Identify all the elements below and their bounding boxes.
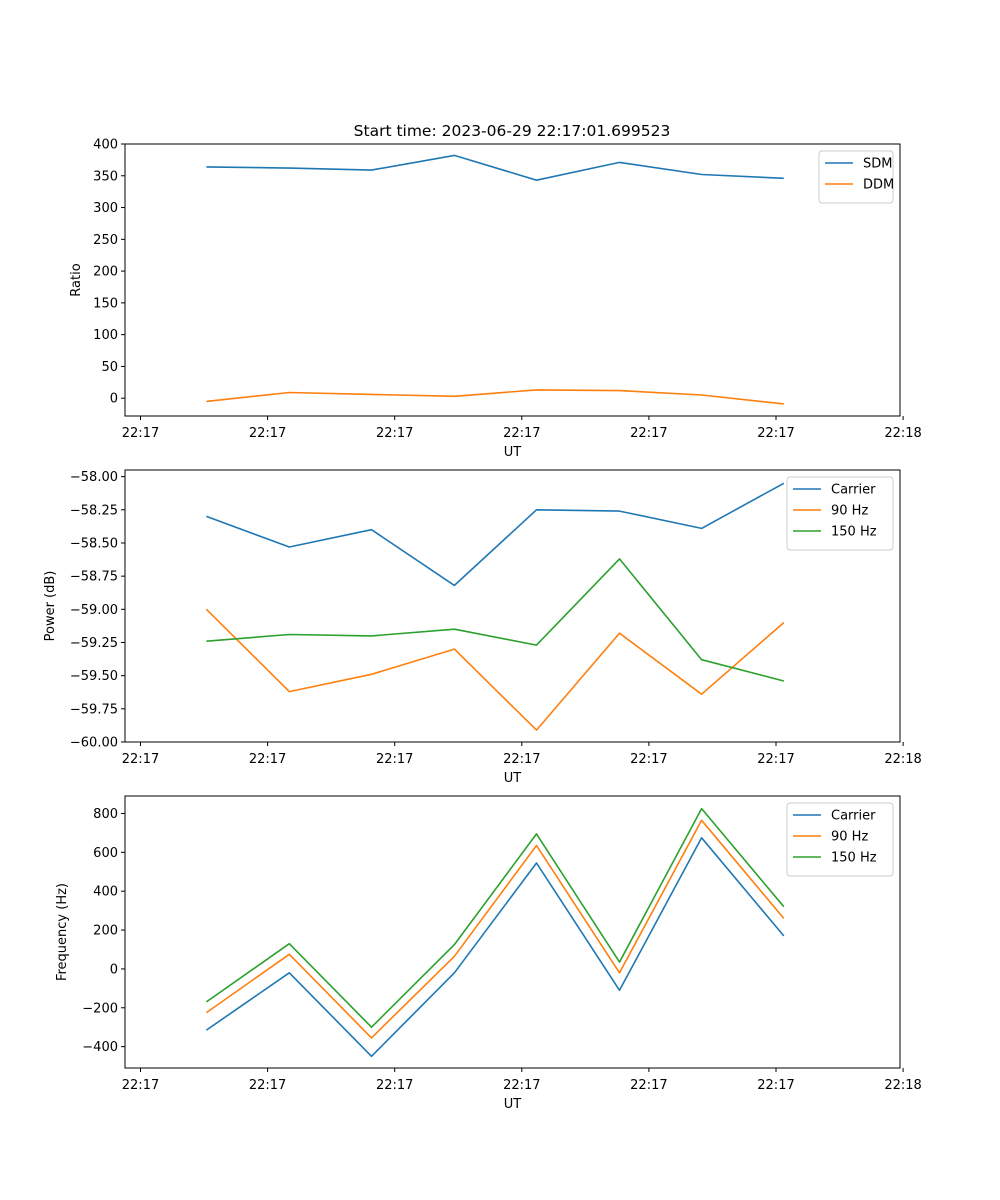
legend: Carrier 90 Hz 150 Hz: [786, 476, 894, 551]
y-tick-label: −59.75: [70, 702, 118, 717]
x-tick-label: 22:17: [376, 752, 413, 767]
x-tick-label: 22:17: [503, 1078, 540, 1093]
legend-entry: Carrier: [831, 483, 876, 498]
y-tick-label: −59.50: [70, 669, 118, 684]
x-tick-label: 22:17: [757, 426, 794, 441]
panels: 0 50 100 150 200 250 300 350 400 22:17 22:17 22:17 2…: [43, 138, 922, 1113]
panel-3: −400 −200 0 200 400 600 800 22:17 22:17 22:17 22:1…: [55, 795, 922, 1112]
panel-1: 0 50 100 150 200 250 300 350 400 22:17 22:17 22:17 2…: [69, 138, 922, 461]
x-tick-label: 22:17: [122, 1078, 159, 1093]
y-tick-label: 200: [93, 265, 118, 280]
x-tick-label: 22:17: [757, 1078, 794, 1093]
axes-frame: [124, 143, 901, 417]
legend-entry: 90 Hz: [831, 504, 868, 519]
legend-entry: 150 Hz: [831, 525, 877, 540]
y-tick-label: 400: [93, 138, 118, 153]
series-line-150-hz: [206, 558, 785, 682]
y-tick-label: −400: [82, 1040, 118, 1055]
y-tick-label: 100: [93, 328, 118, 343]
x-tick-label: 22:17: [249, 426, 286, 441]
y-tick-label: 600: [93, 846, 118, 861]
y-tick-label: −58.00: [70, 470, 118, 485]
panel-2: −60.00 −59.75 −59.50 −59.25 −59.00 −58.75 −58.…: [43, 469, 922, 786]
y-tick-label: 300: [93, 201, 118, 216]
x-tick-label: 22:17: [503, 426, 540, 441]
y-tick-label: 200: [93, 924, 118, 939]
series-line-150-hz: [205, 807, 785, 1028]
legend-entry: DDM: [863, 178, 894, 193]
legend-entry: Carrier: [831, 809, 876, 824]
series-line-90-hz: [205, 608, 785, 731]
y-tick-label: 150: [93, 296, 118, 311]
series-line-carrier: [205, 836, 785, 1058]
x-tick-label: 22:17: [757, 752, 794, 767]
series-line-sdm: [206, 154, 784, 181]
x-tick-label: 22:17: [630, 752, 667, 767]
series-line-carrier: [206, 482, 785, 587]
y-tick-label: 250: [93, 233, 118, 248]
x-tick-label: 22:17: [503, 752, 540, 767]
x-tick-label: 22:17: [249, 752, 286, 767]
y-tick-label: 0: [110, 392, 118, 407]
y-tick-label: −200: [82, 1001, 118, 1016]
y-tick-label: −60.00: [70, 736, 118, 751]
legend: Carrier 90 Hz 150 Hz: [786, 802, 894, 877]
y-tick-label: −58.50: [70, 536, 118, 551]
y-axis-label: Ratio: [69, 263, 84, 296]
y-tick-label: −58.25: [70, 503, 118, 518]
y-tick-label: 50: [101, 360, 118, 375]
legend-entry: 90 Hz: [831, 830, 868, 845]
legend-entry: SDM: [863, 157, 892, 172]
x-tick-label: 22:18: [884, 752, 921, 767]
y-tick-label: 0: [110, 962, 118, 977]
axes-frame: [124, 795, 901, 1069]
x-tick-label: 22:17: [376, 426, 413, 441]
y-tick-label: 400: [93, 885, 118, 900]
x-tick-label: 22:17: [122, 426, 159, 441]
y-tick-label: 350: [93, 169, 118, 184]
x-tick-label: 22:17: [122, 752, 159, 767]
x-axis-label: UT: [504, 445, 522, 460]
x-tick-label: 22:17: [249, 1078, 286, 1093]
y-axis-label: Power (dB): [43, 571, 58, 642]
x-tick-label: 22:17: [376, 1078, 413, 1093]
series-line-ddm: [206, 389, 784, 405]
x-axis-label: UT: [504, 1097, 522, 1112]
legend: SDM DDM: [818, 150, 894, 204]
legend-entry: 150 Hz: [831, 851, 877, 866]
y-tick-label: 800: [93, 807, 118, 822]
axes-frame: [124, 469, 901, 743]
figure-title: Start time: 2023-06-29 22:17:01.699523: [354, 122, 671, 140]
y-axis-label: Frequency (Hz): [55, 883, 70, 981]
y-tick-label: −59.00: [70, 603, 118, 618]
legend-box: [818, 150, 894, 204]
y-tick-label: −59.25: [70, 636, 118, 651]
y-tick-label: −58.75: [70, 570, 118, 585]
series-line-90-hz: [205, 819, 785, 1039]
x-tick-label: 22:17: [630, 1078, 667, 1093]
x-axis-label: UT: [504, 771, 522, 786]
x-tick-label: 22:18: [884, 426, 921, 441]
x-tick-label: 22:18: [884, 1078, 921, 1093]
x-tick-label: 22:17: [630, 426, 667, 441]
